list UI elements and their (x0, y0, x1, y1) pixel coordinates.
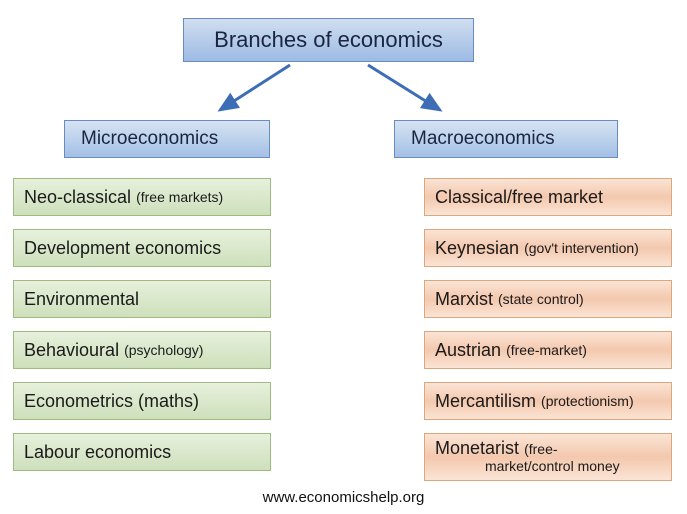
list-item: Econometrics (maths) (13, 382, 271, 420)
item-main: Neo-classical (24, 187, 131, 208)
item-paren: (free- (524, 441, 557, 457)
list-item: Marxist (state control) (424, 280, 672, 318)
item-main: Monetarist (435, 438, 519, 458)
branch-macro: Macroeconomics (394, 120, 618, 158)
item-paren: (free markets) (136, 189, 223, 205)
list-item: Keynesian (gov't intervention) (424, 229, 672, 267)
list-item: Environmental (13, 280, 271, 318)
list-item: Classical/free market (424, 178, 672, 216)
macro-column: Classical/free market Keynesian (gov't i… (424, 178, 672, 481)
item-paren: (state control) (498, 291, 584, 307)
item-main: Marxist (435, 289, 493, 310)
list-item: Mercantilism (protectionism) (424, 382, 672, 420)
root-label: Branches of economics (214, 27, 443, 53)
footer-credit: www.economicshelp.org (0, 489, 687, 506)
item-main: Environmental (24, 289, 139, 310)
item-sub: market/control money (435, 459, 620, 473)
branch-micro: Microeconomics (64, 120, 270, 158)
root-node: Branches of economics (183, 18, 474, 62)
item-main: Development economics (24, 238, 221, 259)
item-paren: (psychology) (124, 342, 203, 358)
item-main: Austrian (435, 340, 501, 361)
item-main: Econometrics (maths) (24, 391, 199, 412)
item-paren: (gov't intervention) (524, 240, 639, 256)
arrow-right (368, 65, 440, 110)
branch-micro-label: Microeconomics (81, 128, 218, 150)
list-item: Monetarist (free- market/control money (424, 433, 672, 481)
item-main: Behavioural (24, 340, 119, 361)
branch-macro-label: Macroeconomics (411, 128, 555, 150)
list-item: Neo-classical (free markets) (13, 178, 271, 216)
item-main: Mercantilism (435, 391, 536, 412)
micro-column: Neo-classical (free markets) Development… (13, 178, 271, 471)
list-item: Behavioural (psychology) (13, 331, 271, 369)
branch-arrows (0, 58, 687, 128)
item-main: Keynesian (435, 238, 519, 259)
item-main: Classical/free market (435, 187, 603, 208)
list-item: Development economics (13, 229, 271, 267)
item-paren: (protectionism) (541, 393, 634, 409)
item-main: Labour economics (24, 442, 171, 463)
list-item: Austrian (free-market) (424, 331, 672, 369)
arrow-left (220, 65, 290, 110)
item-paren: (free-market) (506, 342, 587, 358)
list-item: Labour economics (13, 433, 271, 471)
